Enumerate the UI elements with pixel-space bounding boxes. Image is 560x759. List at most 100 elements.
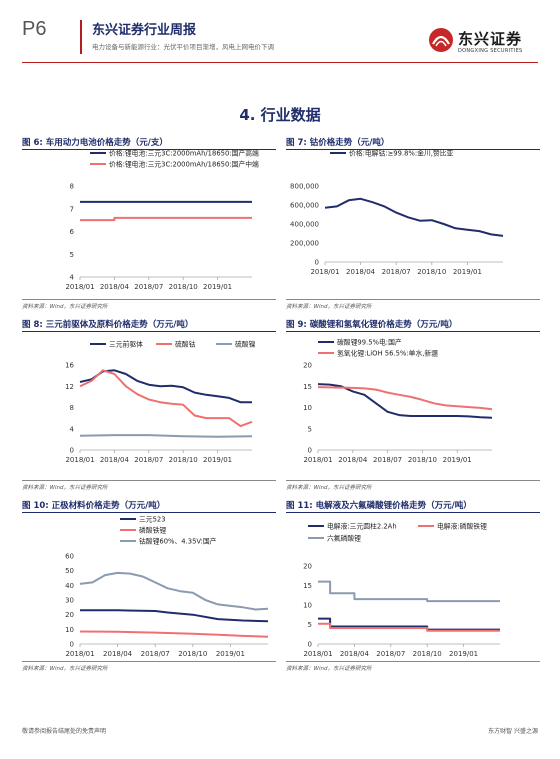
- series-line: [79, 369, 253, 428]
- section-title: 4. 行业数据: [239, 106, 321, 124]
- figure-title-rule: [22, 512, 276, 513]
- series-line: [318, 622, 500, 632]
- series-line: [318, 580, 500, 603]
- series-line: [317, 383, 493, 419]
- x-tick-label: 2018/10: [408, 456, 437, 464]
- x-tick-label: 2018/04: [338, 456, 368, 464]
- figure-title-rule: [286, 512, 540, 513]
- series-line: [318, 617, 500, 631]
- y-tick-label: 200,000: [290, 240, 319, 248]
- legend-label: 钴酸锂60%、4.35V:国产: [139, 537, 217, 546]
- y-tick-label: 50: [65, 567, 74, 575]
- y-tick-label: 8: [70, 183, 74, 191]
- x-tick-label: 2018/04: [100, 283, 130, 291]
- x-tick-label: 2019/01: [449, 650, 478, 658]
- x-tick-label: 2018/01: [65, 283, 94, 291]
- series-line: [79, 434, 253, 438]
- y-tick-label: 15: [303, 582, 312, 590]
- figure-bottom-rule: [286, 480, 540, 481]
- y-tick-label: 8: [70, 404, 74, 412]
- figure-bottom-rule: [286, 661, 540, 662]
- report-title: 东兴证券行业周报: [92, 23, 197, 38]
- series-line: [79, 369, 252, 404]
- figure-title: 图 7: 钴价格走势（元/吨）: [286, 138, 390, 148]
- y-tick-label: 15: [303, 383, 312, 391]
- header-rule: [22, 62, 538, 63]
- x-tick-label: 2018/01: [65, 456, 94, 464]
- y-tick-label: 400,000: [290, 221, 319, 229]
- y-tick-label: 12: [65, 383, 74, 391]
- series-line: [79, 571, 269, 611]
- figure-bottom-rule: [286, 299, 540, 300]
- legend-label: 三元523: [139, 516, 166, 524]
- figure-title-rule: [22, 331, 276, 332]
- legend-label: 价格:锂电池:三元3C:2000mAh/18650:国产中端: [109, 160, 259, 169]
- x-tick-label: 2019/01: [203, 456, 232, 464]
- figure-title: 图 9: 碳酸锂和氢氧化锂价格走势（万元/吨）: [286, 320, 458, 330]
- figure-source: 资料来源：Wind，东兴证券研究所: [22, 485, 108, 491]
- series-line: [80, 216, 252, 222]
- x-tick-label: 2018/07: [141, 650, 170, 658]
- y-tick-label: 20: [65, 611, 74, 619]
- x-tick-label: 2019/01: [453, 268, 482, 276]
- y-tick-label: 5: [308, 621, 312, 629]
- y-tick-label: 20: [303, 362, 312, 370]
- legend-label: 三元前驱体: [109, 340, 143, 349]
- x-tick-label: 2018/07: [134, 283, 163, 291]
- x-tick-label: 2018/01: [65, 650, 94, 658]
- y-tick-label: 800,000: [290, 183, 319, 191]
- x-tick-label: 2018/04: [100, 456, 130, 464]
- x-tick-label: 2018/04: [103, 650, 133, 658]
- figure-bottom-rule: [22, 480, 276, 481]
- x-tick-label: 2018/10: [417, 268, 446, 276]
- figure-title: 图 6: 车用动力电池价格走势（元/支）: [22, 138, 168, 148]
- figure-source: 资料来源：Wind，东兴证券研究所: [286, 304, 372, 310]
- x-tick-label: 2018/10: [413, 650, 442, 658]
- figure-source: 资料来源：Wind，东兴证券研究所: [22, 304, 108, 310]
- legend-label: 碳酸锂99.5%电:国产: [337, 338, 402, 347]
- y-tick-label: 20: [303, 563, 312, 571]
- legend-label: 磷酸铁锂: [139, 526, 166, 535]
- series-line: [79, 630, 269, 638]
- x-tick-label: 2018/01: [303, 456, 332, 464]
- y-tick-label: 4: [70, 425, 75, 433]
- footer-slogan: 东方财智 兴盛之源: [488, 728, 538, 735]
- y-tick-label: 600,000: [290, 202, 319, 210]
- x-tick-label: 2018/10: [169, 283, 198, 291]
- y-tick-label: 5: [70, 251, 74, 259]
- page-number: P6: [22, 18, 47, 40]
- brand-logo-icon: [429, 28, 453, 52]
- series-line: [317, 386, 493, 411]
- x-tick-label: 2018/04: [346, 268, 376, 276]
- y-tick-label: 6: [70, 228, 75, 236]
- brand-logo-text: 东兴证券: [458, 30, 523, 48]
- x-tick-label: 2018/07: [134, 456, 163, 464]
- y-tick-label: 30: [65, 597, 74, 605]
- y-tick-label: 7: [70, 205, 74, 213]
- y-tick-label: 0: [308, 641, 312, 649]
- series-line: [80, 609, 269, 623]
- y-tick-label: 16: [65, 362, 74, 370]
- x-tick-label: 2018/01: [303, 650, 332, 658]
- series-line: [324, 197, 504, 237]
- figure-title: 图 8: 三元前驱体及原料价格走势（万元/吨）: [22, 320, 194, 330]
- legend-label: 电解液:磷酸铁锂: [437, 522, 487, 531]
- figure-title: 图 11: 电解液及六氟磷酸锂价格走势（万元/吨）: [286, 501, 472, 511]
- y-tick-label: 40: [65, 582, 74, 590]
- legend-label: 氢氧化锂:LiOH 56.5%:单水,新疆: [337, 349, 438, 358]
- figure-title-rule: [286, 331, 540, 332]
- y-tick-label: 4: [70, 274, 75, 282]
- figure-source: 资料来源：Wind，东兴证券研究所: [22, 666, 108, 672]
- x-tick-label: 2018/07: [382, 268, 411, 276]
- legend-label: 六氟磷酸锂: [327, 534, 361, 543]
- figure-title-rule: [22, 149, 276, 150]
- x-tick-label: 2018/07: [373, 456, 402, 464]
- legend-label: 硫酸钴: [175, 340, 196, 349]
- y-tick-label: 0: [70, 447, 74, 455]
- figure-bottom-rule: [22, 661, 276, 662]
- legend-label: 电解液:三元圆柱2.2Ah: [327, 522, 397, 531]
- figure-title-rule: [286, 149, 540, 150]
- x-tick-label: 2019/01: [203, 283, 232, 291]
- x-tick-label: 2019/01: [443, 456, 472, 464]
- y-tick-label: 10: [303, 404, 312, 412]
